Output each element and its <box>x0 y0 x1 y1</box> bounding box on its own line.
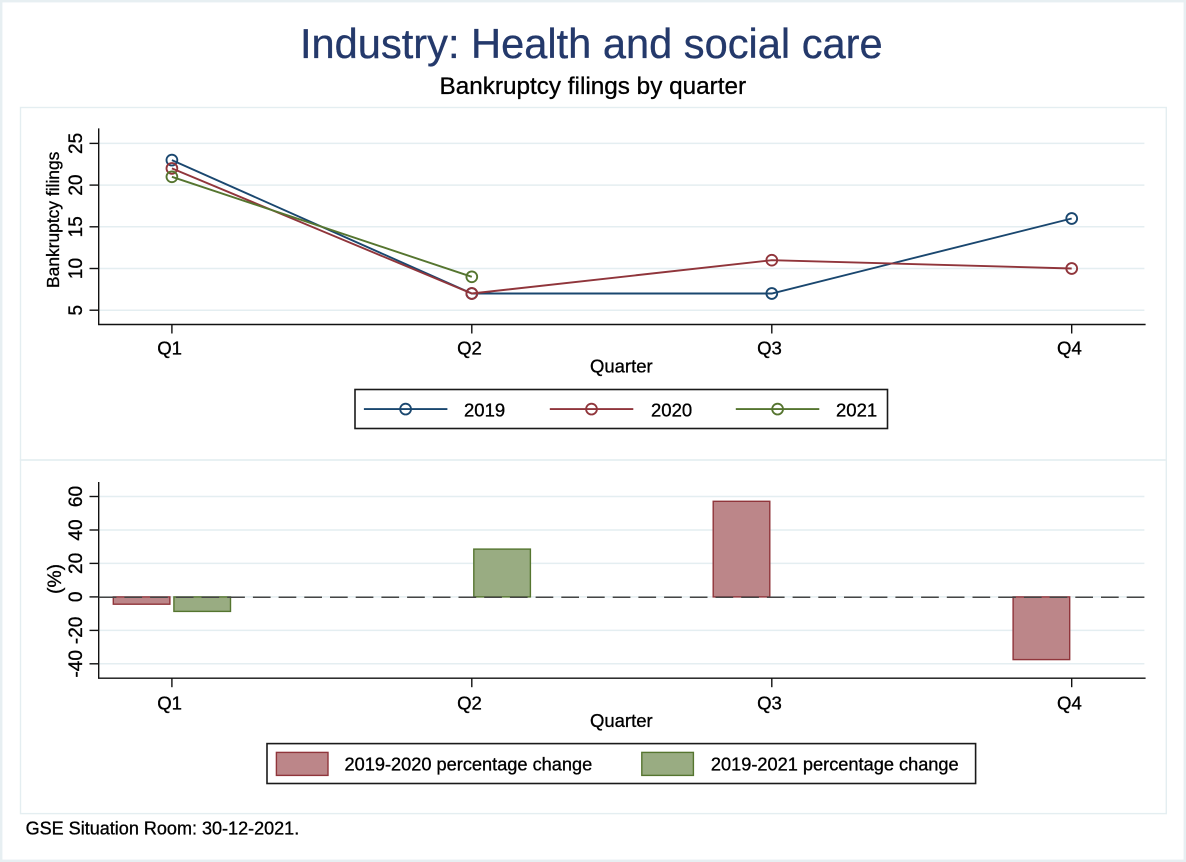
svg-text:Q2: Q2 <box>457 693 482 714</box>
svg-text:20: 20 <box>66 175 87 196</box>
svg-text:Quarter: Quarter <box>590 710 653 731</box>
svg-text:2019: 2019 <box>464 399 505 420</box>
svg-text:Q4: Q4 <box>1057 693 1082 714</box>
svg-text:2019-2021 percentage change: 2019-2021 percentage change <box>711 755 959 775</box>
svg-text:20: 20 <box>66 553 87 574</box>
svg-text:2020: 2020 <box>651 399 692 420</box>
svg-text:Industry: Health and social ca: Industry: Health and social care <box>300 20 883 67</box>
svg-text:2021: 2021 <box>836 399 877 420</box>
svg-text:40: 40 <box>66 519 87 540</box>
svg-text:60: 60 <box>66 486 87 507</box>
svg-text:Q3: Q3 <box>757 337 782 358</box>
svg-text:Q1: Q1 <box>157 337 182 358</box>
svg-text:10: 10 <box>66 258 87 279</box>
svg-text:Q1: Q1 <box>157 693 182 714</box>
svg-text:Q3: Q3 <box>757 693 782 714</box>
svg-text:5: 5 <box>66 305 87 316</box>
svg-text:GSE Situation Room: 30-12-2021: GSE Situation Room: 30-12-2021. <box>26 819 300 839</box>
svg-text:Bankruptcy filings: Bankruptcy filings <box>43 151 63 288</box>
svg-text:(%): (%) <box>45 564 66 594</box>
svg-text:2019-2020 percentage change: 2019-2020 percentage change <box>345 755 593 775</box>
svg-text:Quarter: Quarter <box>590 356 653 377</box>
svg-text:25: 25 <box>66 133 87 154</box>
svg-text:0: 0 <box>66 592 87 603</box>
svg-text:Q4: Q4 <box>1057 337 1082 358</box>
svg-text:Bankruptcy filings by quarter: Bankruptcy filings by quarter <box>440 73 747 100</box>
svg-text:Q2: Q2 <box>457 337 482 358</box>
svg-text:-40: -40 <box>66 650 87 677</box>
svg-text:-20: -20 <box>66 617 87 644</box>
svg-text:15: 15 <box>66 216 87 237</box>
